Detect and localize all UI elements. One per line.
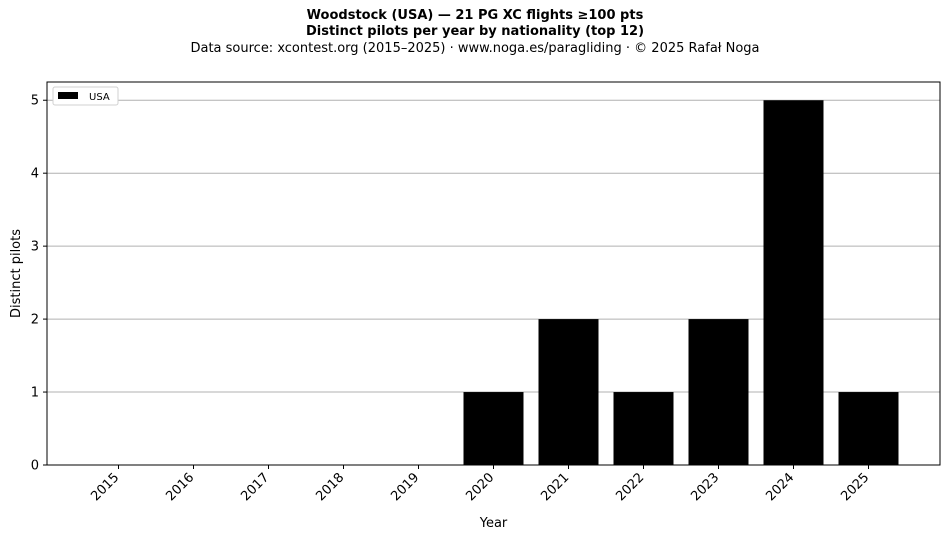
x-axis-ticks: 2015 2016 2017 2018 2019 2020 2021 2022 2023 2024… [88,465,872,504]
bar-2024 [763,100,824,465]
x-tick-label-2025: 2025 [838,470,872,504]
legend: USA [52,86,119,106]
bar-2021 [538,319,599,465]
y-tick-label-0: 0 [31,459,39,474]
chart-title-line-2: Distinct pilots per year by nationality … [305,24,645,39]
chart-title-line-1: Woodstock (USA) — 21 PG XC flights ≥100 … [306,8,644,23]
y-axis-ticks: 0 1 2 3 4 5 [31,94,47,474]
bar-2020 [463,392,524,465]
x-tick-label-2017: 2017 [238,470,272,504]
y-axis-label: Distinct pilots [9,229,24,318]
x-axis-label: Year [479,516,508,531]
bar-2023 [688,319,749,465]
x-tick-label-2020: 2020 [463,470,497,504]
x-tick-label-2015: 2015 [88,470,122,504]
bar-2022 [613,392,674,465]
x-tick-label-2022: 2022 [613,470,647,504]
legend-swatch-usa [58,92,78,99]
chart-title-block: Woodstock (USA) — 21 PG XC flights ≥100 … [0,8,950,57]
x-tick-label-2016: 2016 [163,470,197,504]
chart-subtitle: Data source: xcontest.org (2015–2025) · … [190,41,760,56]
x-tick-label-2019: 2019 [388,470,422,504]
x-tick-label-2023: 2023 [688,470,722,504]
bars [463,100,899,465]
x-tick-label-2024: 2024 [763,470,797,504]
legend-box [52,86,119,106]
y-tick-label-5: 5 [31,94,39,109]
y-tick-label-3: 3 [31,240,39,255]
x-tick-label-2018: 2018 [313,470,347,504]
x-tick-label-2021: 2021 [538,470,572,504]
y-tick-label-1: 1 [31,386,39,401]
bar-2025 [838,392,899,465]
y-tick-label-4: 4 [31,167,39,182]
legend-label-usa: USA [89,92,110,103]
y-tick-label-2: 2 [31,313,39,328]
